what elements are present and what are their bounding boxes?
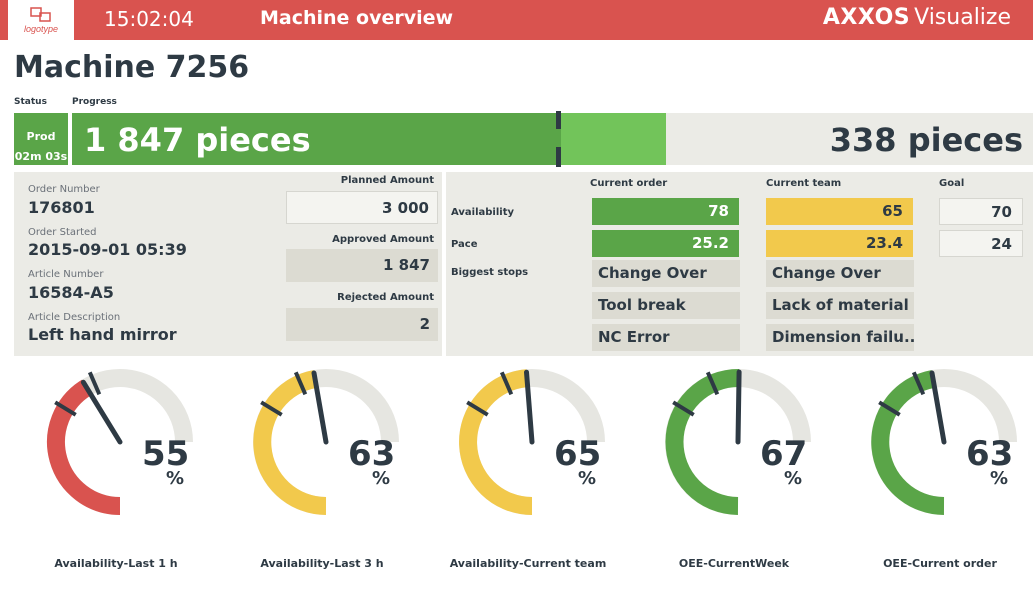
biggest-stops-label: Biggest stops (451, 267, 528, 278)
gauge-dial (226, 362, 426, 542)
article-number: 16584-A5 (28, 283, 114, 302)
team-stop-item: Change Over (766, 260, 914, 287)
status-badge: Prod 02m 03s (14, 113, 68, 165)
order-availability: 78 (592, 198, 739, 225)
gauge-unit: % (372, 468, 390, 489)
clock: 15:02:04 (104, 7, 194, 31)
gauge-label: Availability-Last 3 h (222, 557, 422, 570)
status-time: 02m 03s (14, 147, 68, 167)
planned-amount-label: Planned Amount (341, 175, 434, 186)
article-description-label: Article Description (28, 312, 120, 323)
goal-availability: 70 (939, 198, 1023, 225)
team-stop-item: Lack of material (766, 292, 914, 319)
logo-icon (29, 6, 53, 24)
gauge-label: OEE-Current order (840, 557, 1033, 570)
progress-label: Progress (72, 97, 117, 107)
gauge-needle (83, 382, 120, 442)
page-title: Machine overview (260, 7, 453, 29)
team-stop-item: Dimension failu.. (766, 324, 914, 351)
gauge-dial (638, 362, 838, 542)
machine-name: Machine 7256 (14, 50, 249, 85)
current-team-header: Current team (766, 178, 841, 189)
kpi-panel: Current order Current team Goal Availabi… (446, 172, 1033, 356)
approved-amount: 1 847 (286, 249, 438, 282)
progress-bar-projection (560, 113, 666, 165)
order-stop-item: NC Error (592, 324, 740, 351)
article-description: Left hand mirror (28, 325, 177, 344)
planned-amount: 3 000 (286, 191, 438, 224)
logo-text: logotype (24, 24, 58, 34)
gauge: 55% (20, 362, 220, 542)
gauge-needle (738, 372, 739, 442)
progress-marker-gap (556, 129, 561, 147)
goal-header: Goal (939, 178, 964, 189)
order-number-label: Order Number (28, 184, 100, 195)
brand-logo: AXXOS Visualize (823, 5, 1011, 30)
order-started: 2015-09-01 05:39 (28, 240, 187, 259)
brand-secondary: Visualize (914, 5, 1011, 30)
order-started-label: Order Started (28, 227, 97, 238)
status-state: Prod (14, 127, 68, 147)
remaining-pieces: 338 pieces (830, 121, 1023, 159)
team-availability: 65 (766, 198, 913, 225)
gauge-dial (20, 362, 220, 542)
gauge-label: Availability-Last 1 h (16, 557, 216, 570)
pace-row-label: Pace (451, 239, 478, 250)
gauge-dial (432, 362, 632, 542)
company-logo: logotype (8, 0, 74, 40)
rejected-amount-label: Rejected Amount (337, 292, 434, 303)
gauge-fill (56, 387, 120, 506)
brand-primary: AXXOS (823, 5, 910, 30)
gauge-fill (674, 378, 739, 506)
order-pace: 25.2 (592, 230, 739, 257)
gauge: 67% (638, 362, 838, 542)
article-number-label: Article Number (28, 269, 103, 280)
gauge-unit: % (784, 468, 802, 489)
availability-row-label: Availability (451, 207, 514, 218)
produced-pieces: 1 847 pieces (84, 121, 311, 159)
team-pace: 23.4 (766, 230, 913, 257)
order-info-panel: Order Number 176801 Order Started 2015-0… (14, 172, 442, 356)
status-label: Status (14, 97, 47, 107)
order-stop-item: Tool break (592, 292, 740, 319)
gauge-label: OEE-CurrentWeek (634, 557, 834, 570)
gauge: 65% (432, 362, 632, 542)
goal-pace: 24 (939, 230, 1023, 257)
gauge: 63% (226, 362, 426, 542)
order-number: 176801 (28, 198, 95, 217)
gauge: 63% (844, 362, 1033, 542)
gauge-unit: % (166, 468, 184, 489)
rejected-amount: 2 (286, 308, 438, 341)
top-bar: logotype 15:02:04 Machine overview AXXOS… (0, 0, 1033, 40)
gauge-unit: % (578, 468, 596, 489)
gauge-unit: % (990, 468, 1008, 489)
gauge-fill (468, 378, 532, 506)
approved-amount-label: Approved Amount (332, 234, 434, 245)
gauge-label: Availability-Current team (428, 557, 628, 570)
order-stop-item: Change Over (592, 260, 740, 287)
current-order-header: Current order (590, 178, 667, 189)
